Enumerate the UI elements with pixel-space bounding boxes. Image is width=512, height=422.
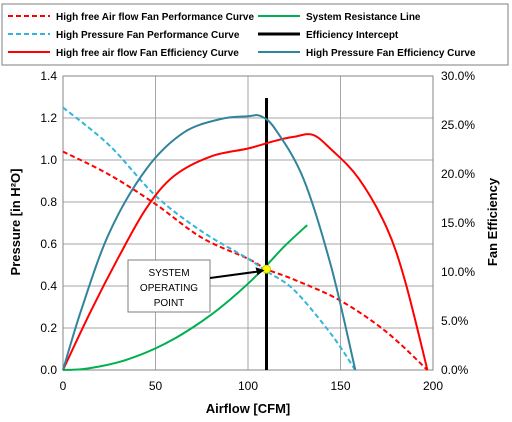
y-tick-label: 0.6 — [40, 237, 57, 251]
annotation-arrow-head — [255, 267, 265, 276]
x-tick-label: 50 — [149, 379, 163, 393]
series-high-pressure-efficiency — [62, 114, 357, 371]
y2-tick-label: 20.0% — [441, 167, 475, 181]
plot-area-frame — [62, 75, 434, 371]
legend-label-high-free-performance: High free Air flow Fan Performance Curve — [56, 12, 254, 23]
x-tick-label: 100 — [238, 379, 258, 393]
legend-label-high-pressure-performance: High Pressure Fan Performance Curve — [56, 30, 240, 41]
operating-point-annotation: SYSTEM OPERATING POINT — [127, 259, 265, 313]
y-tick-label: 0.8 — [40, 195, 57, 209]
y-tick-label: 1.0 — [40, 153, 57, 167]
annotation-line-2: OPERATING — [140, 283, 198, 294]
y2-tick-label: 30.0% — [441, 69, 475, 83]
tick-labels: 0.0 0.2 0.4 0.6 0.8 1.0 1.2 1.4 0 50 100 150 200 0.0%… — [40, 69, 475, 393]
legend: High free Air flow Fan Performance Curve… — [1, 3, 509, 66]
y2-tick-label: 25.0% — [441, 118, 475, 132]
legend-label-high-free-efficiency: High free air flow Fan Efficiency Curve — [56, 48, 239, 59]
y-tick-label: 1.2 — [40, 111, 57, 125]
y-tick-label: 0.2 — [40, 321, 57, 335]
annotation-line-1: SYSTEM — [148, 268, 189, 279]
legend-box — [1, 3, 509, 66]
x-axis-title: Airflow [CFM] — [206, 401, 290, 416]
y-tick-label: 0.0 — [40, 363, 57, 377]
annotation-line-3: POINT — [154, 298, 185, 309]
y2-axis-title: Fan Efficiency — [485, 177, 500, 266]
legend-label-system-resistance: System Resistance Line — [306, 12, 421, 23]
series-group — [62, 98, 429, 371]
y2-tick-label: 5.0% — [441, 314, 469, 328]
y-axis-title: Pressure [in H²O] — [8, 169, 23, 276]
series-high-pressure-performance — [62, 106, 357, 371]
legend-label-efficiency-intercept: Efficiency Intercept — [306, 30, 399, 41]
x-tick-label: 150 — [330, 379, 350, 393]
y2-tick-label: 10.0% — [441, 265, 475, 279]
annotation-box — [127, 259, 211, 313]
y-tick-label: 1.4 — [40, 69, 57, 83]
y-tick-label: 0.4 — [40, 279, 57, 293]
x-tick-label: 0 — [60, 379, 67, 393]
y2-tick-label: 0.0% — [441, 363, 469, 377]
x-tick-label: 200 — [423, 379, 443, 393]
y2-tick-label: 15.0% — [441, 216, 475, 230]
operating-point-marker — [262, 264, 271, 274]
annotation-arrow-shaft — [209, 270, 261, 279]
legend-label-high-pressure-efficiency: High Pressure Fan Efficiency Curve — [306, 48, 476, 59]
series-high-free-efficiency — [62, 133, 429, 371]
